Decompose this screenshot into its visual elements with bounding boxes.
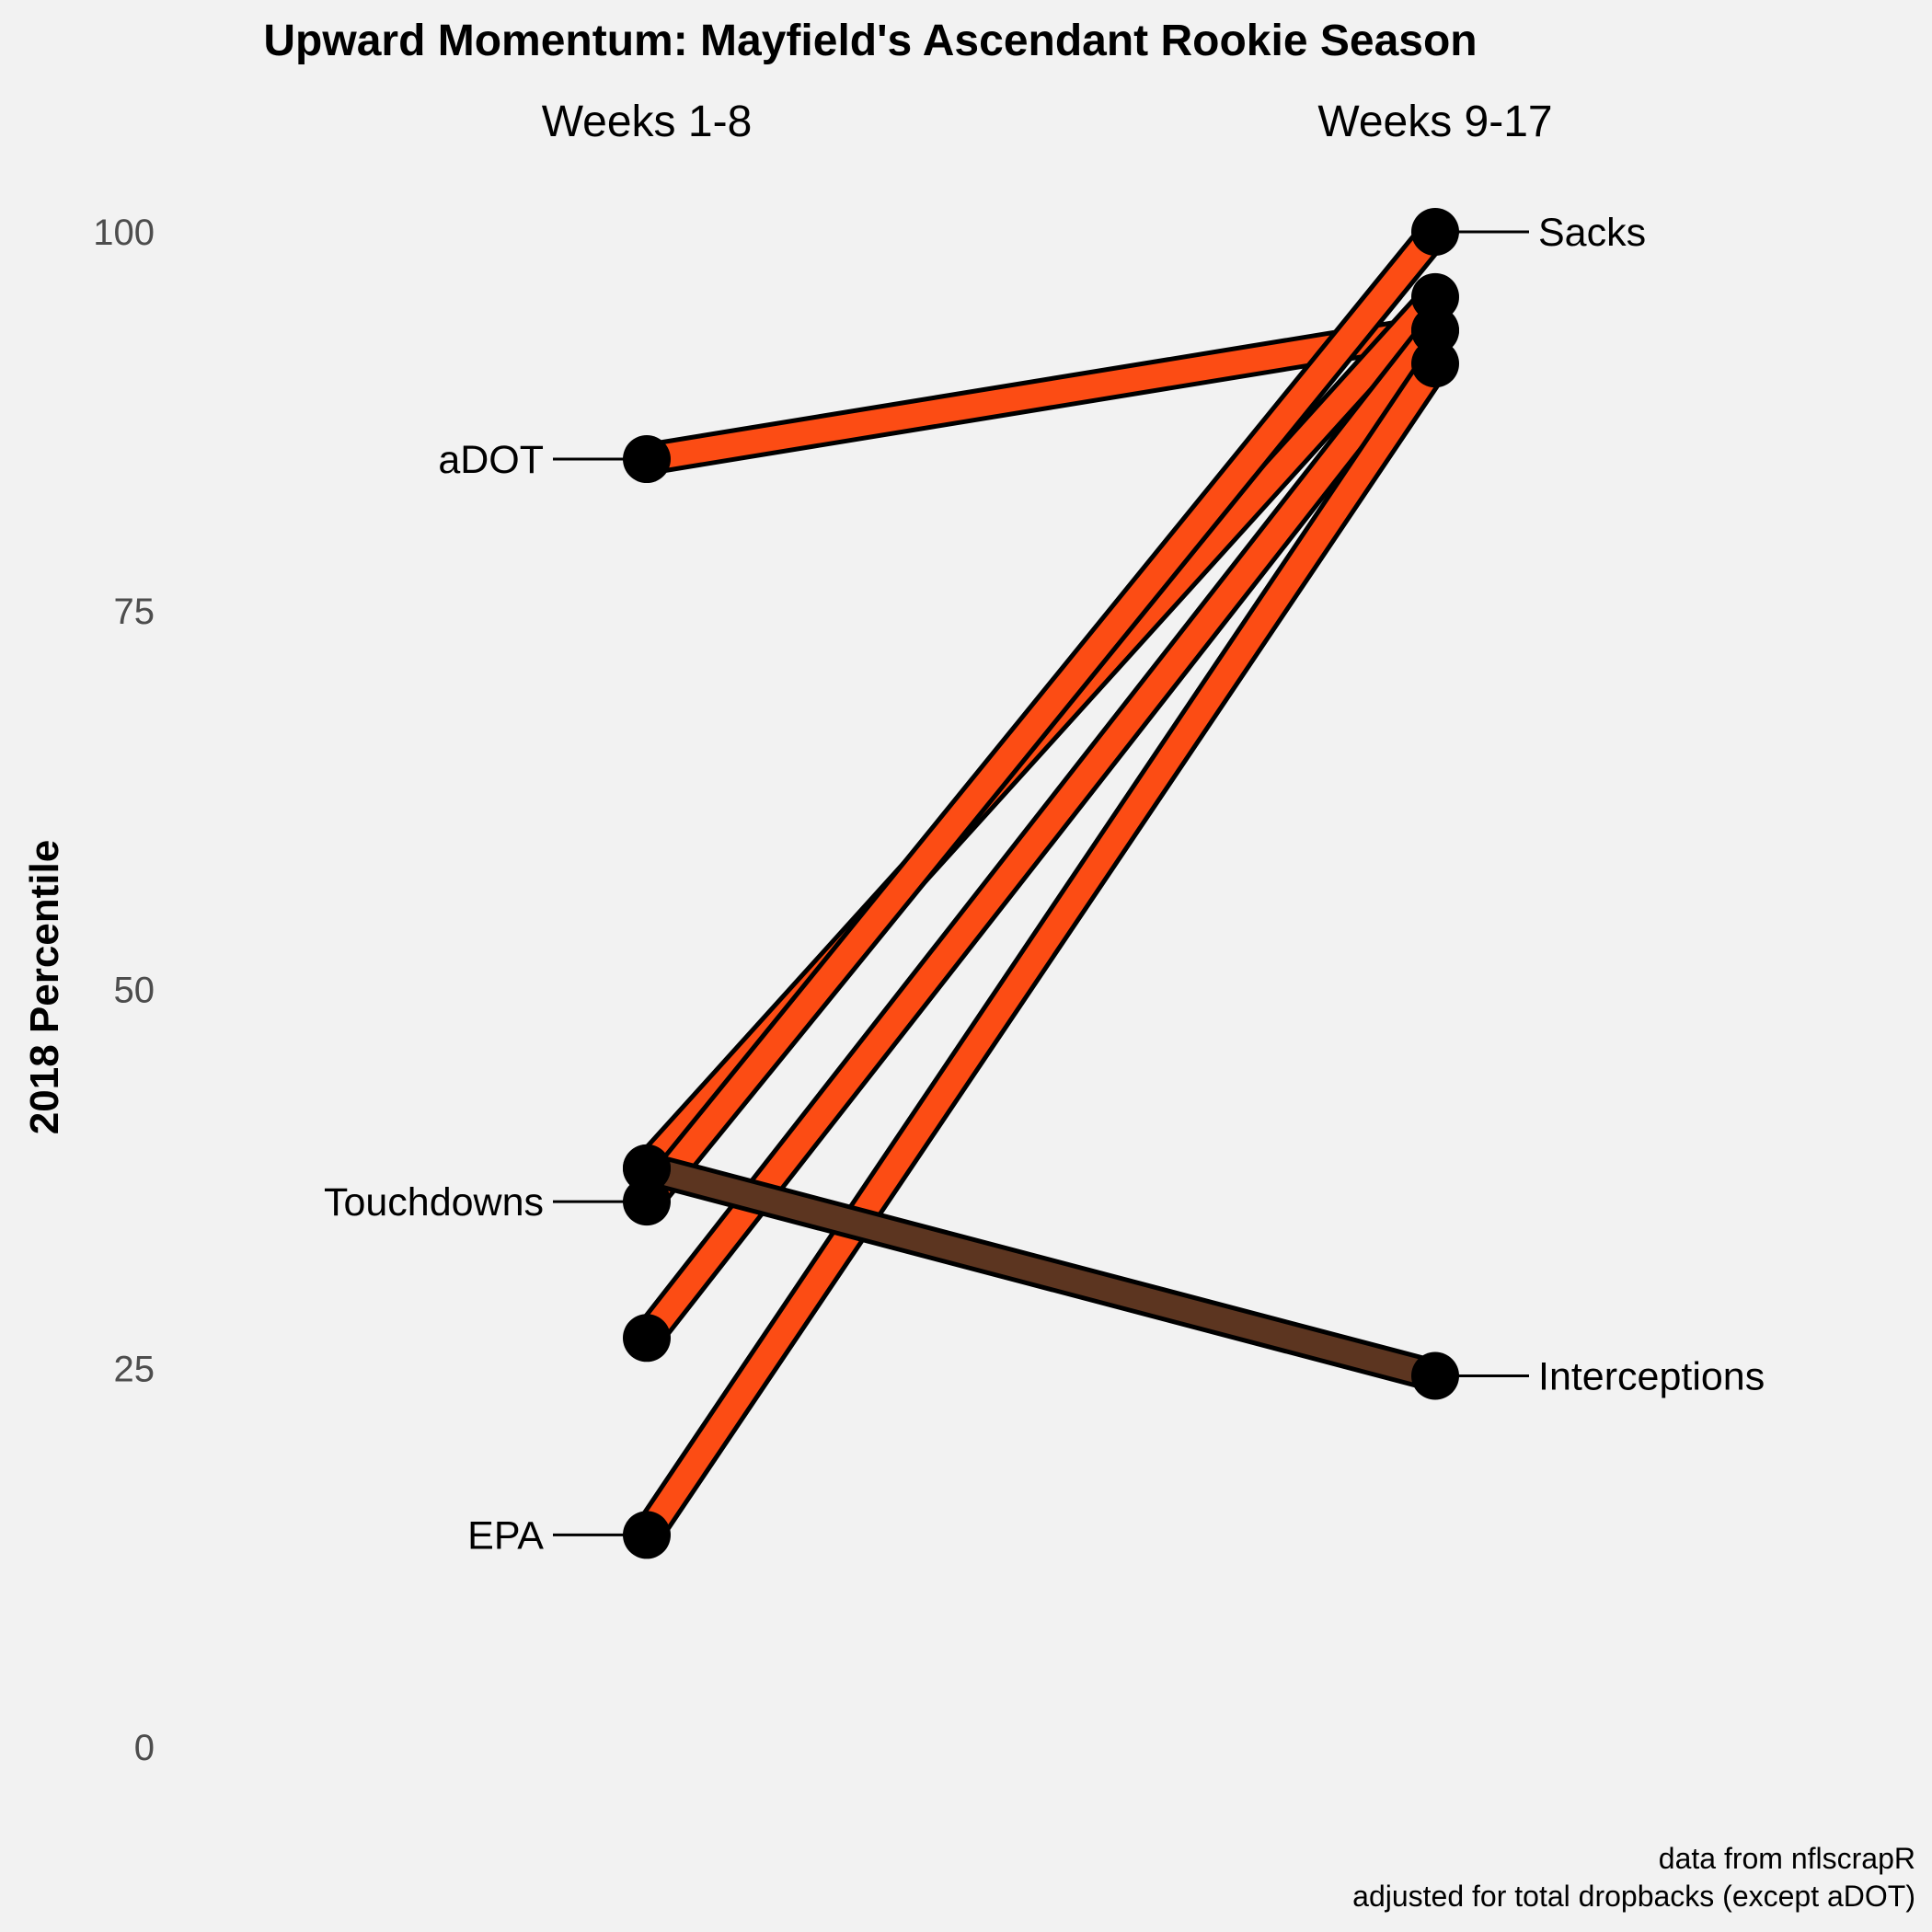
series-label: EPA (467, 1513, 544, 1558)
y-tick-label: 25 (114, 1349, 155, 1389)
series-point (623, 1144, 671, 1192)
series-point (1411, 208, 1459, 256)
series-label: Sacks (1538, 211, 1646, 255)
series-point (623, 435, 671, 484)
series-line (643, 1156, 1439, 1388)
y-tick-label: 100 (93, 213, 155, 253)
series-label: aDOT (438, 438, 544, 482)
series-labels: aDOT Touchdowns EPA Sacks Interceptions (324, 211, 1765, 1558)
y-tick-label: 50 (114, 971, 155, 1011)
series-label: Interceptions (1538, 1354, 1765, 1398)
series-point (623, 1314, 671, 1363)
series-point (623, 1511, 671, 1559)
y-tick-label: 0 (134, 1728, 155, 1768)
series-line (644, 318, 1438, 471)
caption-line-1: data from nflscrapR (1659, 1842, 1915, 1875)
y-axis-ticks: 0 25 50 75 100 (93, 213, 155, 1768)
period-label-right: Weeks 9-17 (1317, 98, 1552, 146)
chart-title: Upward Momentum: Mayfield's Ascendant Ro… (263, 17, 1477, 65)
series-point (1411, 272, 1459, 321)
y-tick-label: 75 (114, 592, 155, 632)
series-point (1411, 339, 1459, 388)
series-point (1411, 306, 1459, 355)
series-point (1411, 1351, 1459, 1400)
caption-line-2: adjusted for total dropbacks (except aDO… (1352, 1880, 1915, 1913)
series-label: Touchdowns (324, 1180, 544, 1225)
period-label-left: Weeks 1-8 (542, 98, 753, 146)
series-line (637, 357, 1445, 1542)
series-point (623, 1178, 671, 1226)
series-line (637, 224, 1445, 1210)
series-lines (633, 221, 1449, 1545)
series-line (637, 323, 1445, 1346)
series-points (623, 208, 1459, 1559)
y-axis-label: 2018 Percentile (22, 840, 67, 1134)
